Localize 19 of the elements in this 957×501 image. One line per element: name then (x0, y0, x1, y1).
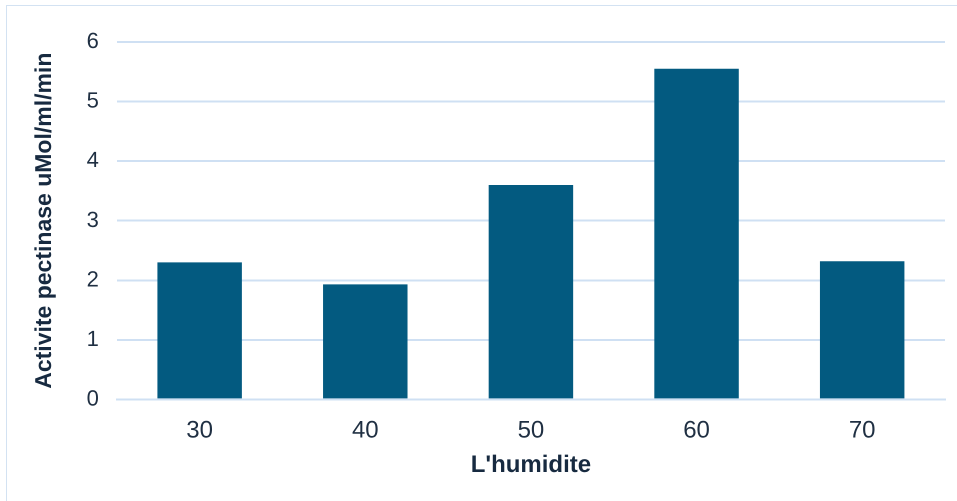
x-tick-label: 30 (186, 416, 214, 444)
y-tick-label: 0 (86, 385, 99, 410)
y-tick-label: 2 (86, 266, 99, 292)
y-tick-label: 1 (86, 326, 99, 351)
y-tick-label: 6 (86, 28, 99, 54)
bar (820, 261, 904, 398)
y-tick-label: 5 (86, 88, 99, 113)
x-tick-label: 40 (352, 416, 379, 444)
bar (323, 284, 408, 398)
x-tick-label: 50 (518, 416, 544, 444)
x-axis-title: L'humidite (470, 451, 592, 478)
y-tick-label: 3 (86, 206, 99, 232)
bar (157, 262, 242, 398)
bar (488, 184, 574, 398)
y-axis-title: Activite pectinase uMol/ml/min (30, 52, 56, 389)
bar (654, 68, 739, 398)
x-tick-label: 70 (848, 416, 876, 444)
x-tick-label: 60 (683, 416, 710, 444)
y-tick-label: 4 (86, 147, 99, 172)
